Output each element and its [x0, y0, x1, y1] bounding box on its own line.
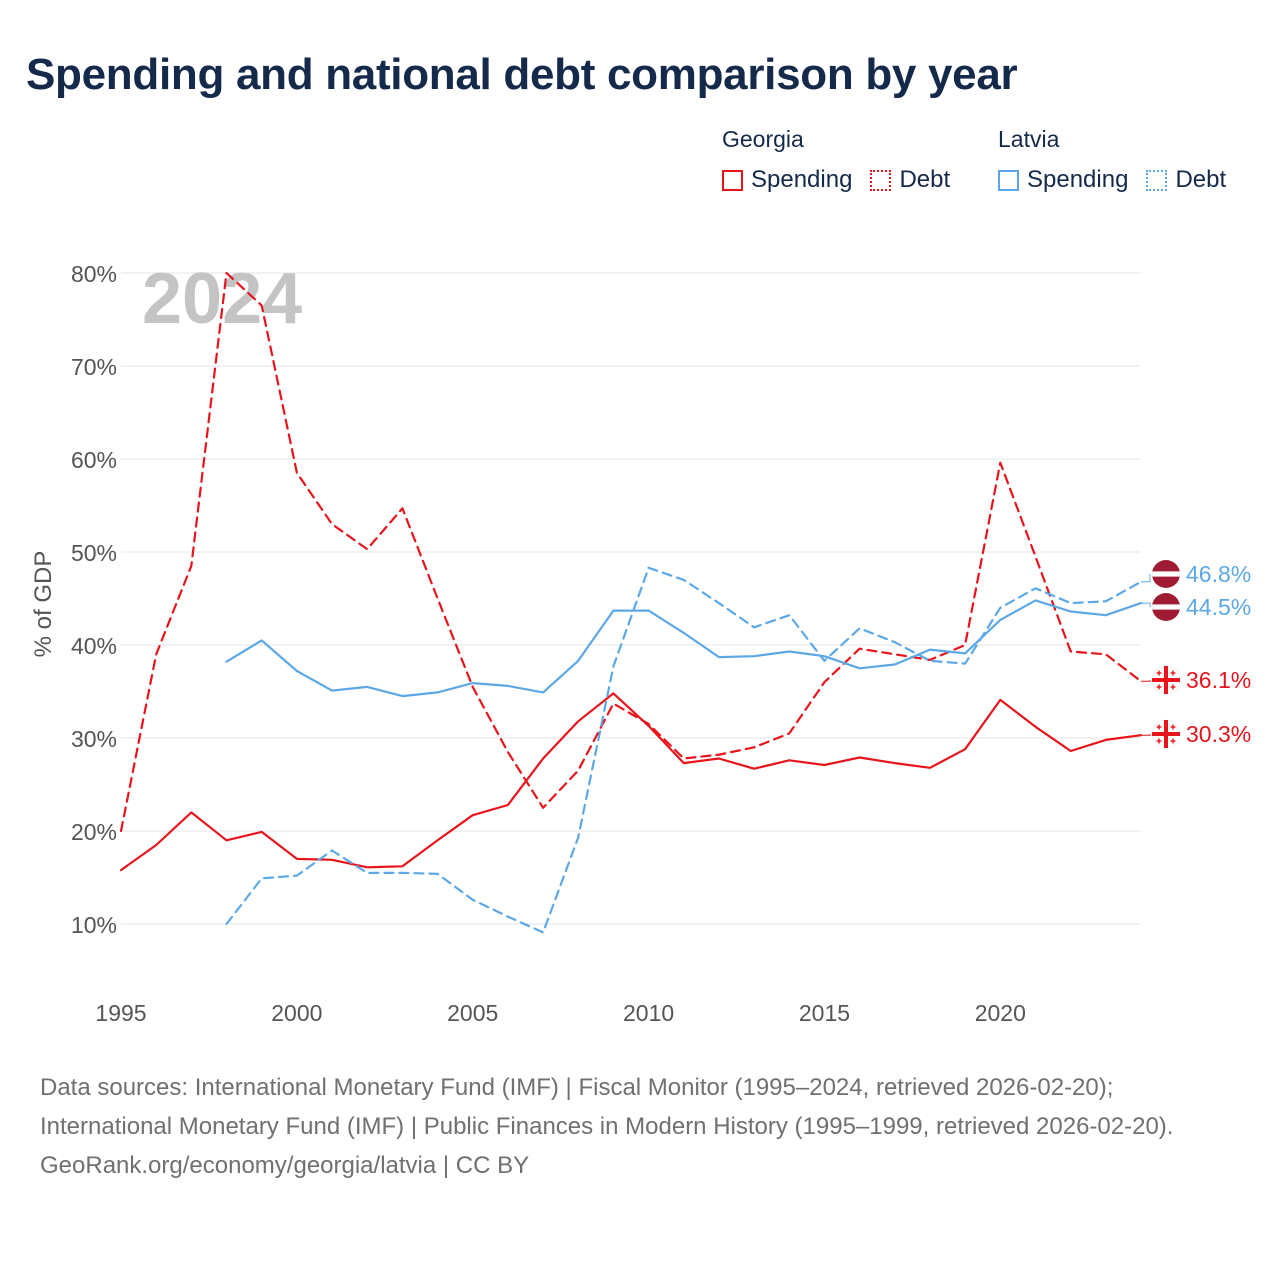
end-label-connector	[1141, 602, 1151, 607]
end-labels: 46.8% 44.5% 36.1% 30.3%	[1141, 560, 1251, 749]
series-lines	[119, 271, 1143, 934]
legend-item-label: Spending	[751, 166, 853, 193]
series-line-latvia-spending[interactable]	[225, 599, 1143, 698]
legend-swatch-dotted-red	[870, 169, 892, 191]
legend-country-label: Georgia	[722, 126, 804, 152]
x-tick-label: 2015	[799, 1000, 850, 1026]
georgia-flag-icon	[1151, 665, 1181, 695]
legend-item-georgia-spending[interactable]: Spending	[722, 166, 852, 194]
y-tick-label: 40%	[71, 633, 117, 659]
end-label-connector	[1141, 734, 1151, 736]
georgia-flag-icon	[1151, 719, 1181, 749]
y-axis-label: % of GDP	[30, 551, 57, 658]
series-line-georgia-debt[interactable]	[119, 271, 1143, 833]
legend-item-latvia-debt[interactable]: Debt	[1146, 166, 1226, 194]
y-tick-label: 80%	[71, 261, 117, 287]
line-chart: 2024 % of GDP 10% 20% 30% 40% 50% 60% 70% 80% 1…	[30, 259, 1251, 1026]
y-tick-label: 20%	[71, 819, 117, 845]
legend-item-latvia-spending[interactable]: Spending	[998, 166, 1128, 194]
series-line-latvia-debt[interactable]	[225, 566, 1143, 934]
end-value-label: 30.3%	[1186, 721, 1251, 747]
end-value-label: 46.8%	[1186, 561, 1251, 587]
data-sources: Data sources: International Monetary Fun…	[40, 1074, 1174, 1140]
year-watermark: 2024	[142, 259, 302, 339]
legend-country-label: Latvia	[998, 126, 1060, 152]
y-tick-label: 50%	[71, 540, 117, 566]
x-tick-label: 2020	[975, 1000, 1026, 1026]
y-tick-label: 30%	[71, 726, 117, 752]
x-tick-label: 2000	[271, 1000, 322, 1026]
y-tick-label: 10%	[71, 912, 117, 938]
legend-item-label: Spending	[1027, 166, 1129, 193]
credit-link[interactable]: GeoRank.org/economy/georgia/latvia | CC …	[40, 1152, 530, 1179]
legend-swatch-solid-red	[722, 169, 743, 191]
y-tick-label: 60%	[71, 447, 117, 473]
legend-swatch-solid-blue	[998, 169, 1019, 191]
legend-swatch-dotted-blue	[1146, 169, 1168, 191]
x-tick-label: 1995	[95, 1000, 146, 1026]
end-label-connector	[1141, 574, 1151, 583]
latvia-flag-icon	[1152, 593, 1180, 621]
legend-item-georgia-debt[interactable]: Debt	[870, 166, 950, 194]
legend-item-label: Debt	[1175, 166, 1227, 193]
y-axis-ticks: 10% 20% 30% 40% 50% 60% 70% 80%	[71, 261, 117, 938]
end-value-label: 44.5%	[1186, 594, 1251, 620]
grid-lines	[121, 272, 1141, 925]
footer: Data sources: International Monetary Fun…	[40, 1068, 1240, 1185]
y-tick-label: 70%	[71, 354, 117, 380]
legend-item-label: Debt	[899, 166, 951, 193]
page-title: Spending and national debt comparison by…	[26, 50, 1018, 99]
x-tick-label: 2005	[447, 1000, 498, 1026]
x-tick-label: 2010	[623, 1000, 674, 1026]
x-axis-ticks: 1995 2000 2005 2010 2015 2020	[95, 1000, 1025, 1026]
end-label-connector	[1141, 680, 1151, 682]
series-line-georgia-spending[interactable]	[119, 692, 1143, 872]
latvia-flag-icon	[1152, 560, 1180, 588]
end-value-label: 36.1%	[1186, 667, 1251, 693]
legend-group-georgia: Georgia Spending Debt	[722, 126, 968, 194]
legend-group-latvia: Latvia Spending Debt	[998, 126, 1226, 194]
